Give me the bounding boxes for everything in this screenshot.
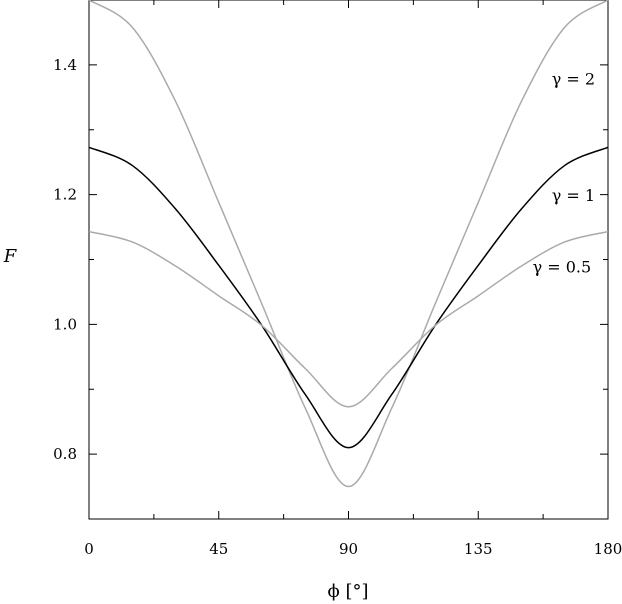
curve-labels: γ = 2 γ = 1 γ = 0.5 [533,69,595,276]
plot-frame [88,0,609,520]
y-tick-label: 1.4 [53,56,77,74]
series-line-0 [88,0,609,488]
series-line-1 [88,146,609,449]
x-tick-label: 90 [339,540,358,558]
axis-ticks [88,0,609,520]
curve-label-1: γ = 1 [552,186,595,205]
x-tick-label: 0 [84,540,94,558]
x-tick-label: 180 [594,540,622,558]
series-layer [88,0,609,488]
x-tick-label: 45 [209,540,228,558]
x-axis-title: ϕ [°] [327,581,368,602]
y-tick-label: 1.2 [53,186,77,204]
y-tick-label: 1.0 [53,315,77,333]
tick-labels: 0 45 90 135 180 0.8 1.0 1.2 1.4 [53,56,622,558]
y-tick-label: 0.8 [53,445,77,463]
x-tick-label: 135 [464,540,493,558]
series-line-2 [88,230,609,408]
y-axis-title: F [3,246,18,267]
curve-label-2: γ = 0.5 [533,257,592,276]
curve-label-0: γ = 2 [552,69,595,88]
